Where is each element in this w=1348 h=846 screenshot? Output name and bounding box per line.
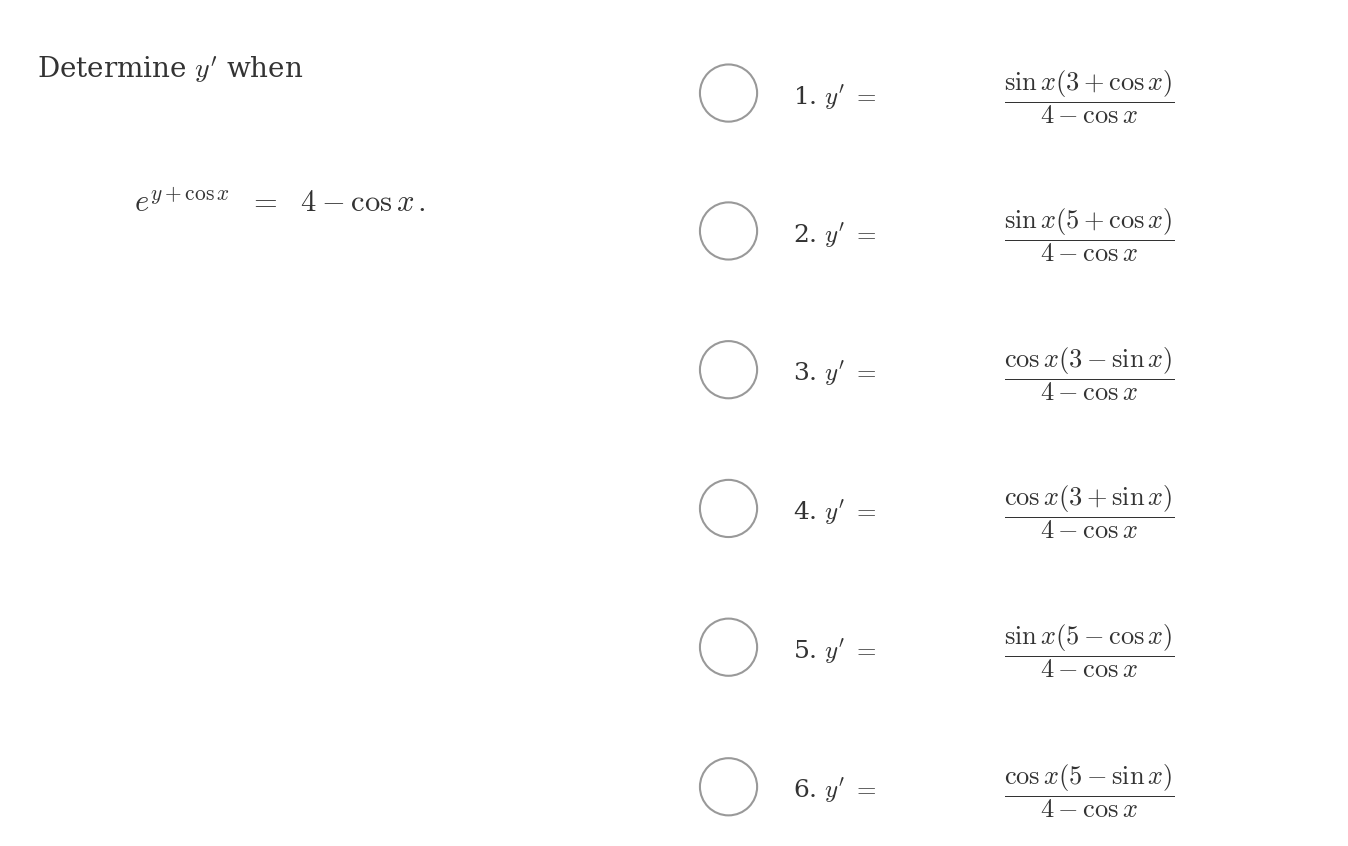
Text: $\dfrac{\sin x(5-\cos x)}{4-\cos x}$: $\dfrac{\sin x(5-\cos x)}{4-\cos x}$ — [1004, 623, 1175, 680]
Text: $\dfrac{\cos x(3+\sin x)}{4-\cos x}$: $\dfrac{\cos x(3+\sin x)}{4-\cos x}$ — [1004, 484, 1175, 541]
Ellipse shape — [700, 618, 758, 676]
Ellipse shape — [700, 64, 758, 122]
Text: 6. $y'\ =$: 6. $y'\ =$ — [793, 777, 878, 805]
Text: $\dfrac{\sin x(3+\cos x)}{4-\cos x}$: $\dfrac{\sin x(3+\cos x)}{4-\cos x}$ — [1004, 69, 1175, 126]
Text: $\dfrac{\sin x(5+\cos x)}{4-\cos x}$: $\dfrac{\sin x(5+\cos x)}{4-\cos x}$ — [1004, 206, 1175, 264]
Ellipse shape — [700, 202, 758, 260]
Text: 4. $y'\ =$: 4. $y'\ =$ — [793, 498, 878, 527]
Text: 2. $y'\ =$: 2. $y'\ =$ — [793, 221, 878, 250]
Text: Determine $y'$ when: Determine $y'$ when — [36, 55, 303, 86]
Text: $\dfrac{\cos x(5-\sin x)}{4-\cos x}$: $\dfrac{\cos x(5-\sin x)}{4-\cos x}$ — [1004, 762, 1175, 820]
Text: 1. $y'\ =$: 1. $y'\ =$ — [793, 83, 878, 112]
Text: 5. $y'\ =$: 5. $y'\ =$ — [793, 637, 878, 666]
Ellipse shape — [700, 480, 758, 537]
Text: $e^{y+\cos x}\ \ =\ \ 4-\cos x\,.$: $e^{y+\cos x}\ \ =\ \ 4-\cos x\,.$ — [135, 188, 426, 218]
Text: 3. $y'\ =$: 3. $y'\ =$ — [793, 360, 878, 388]
Text: $\dfrac{\cos x(3-\sin x)}{4-\cos x}$: $\dfrac{\cos x(3-\sin x)}{4-\cos x}$ — [1004, 345, 1175, 403]
Ellipse shape — [700, 341, 758, 398]
Ellipse shape — [700, 758, 758, 816]
